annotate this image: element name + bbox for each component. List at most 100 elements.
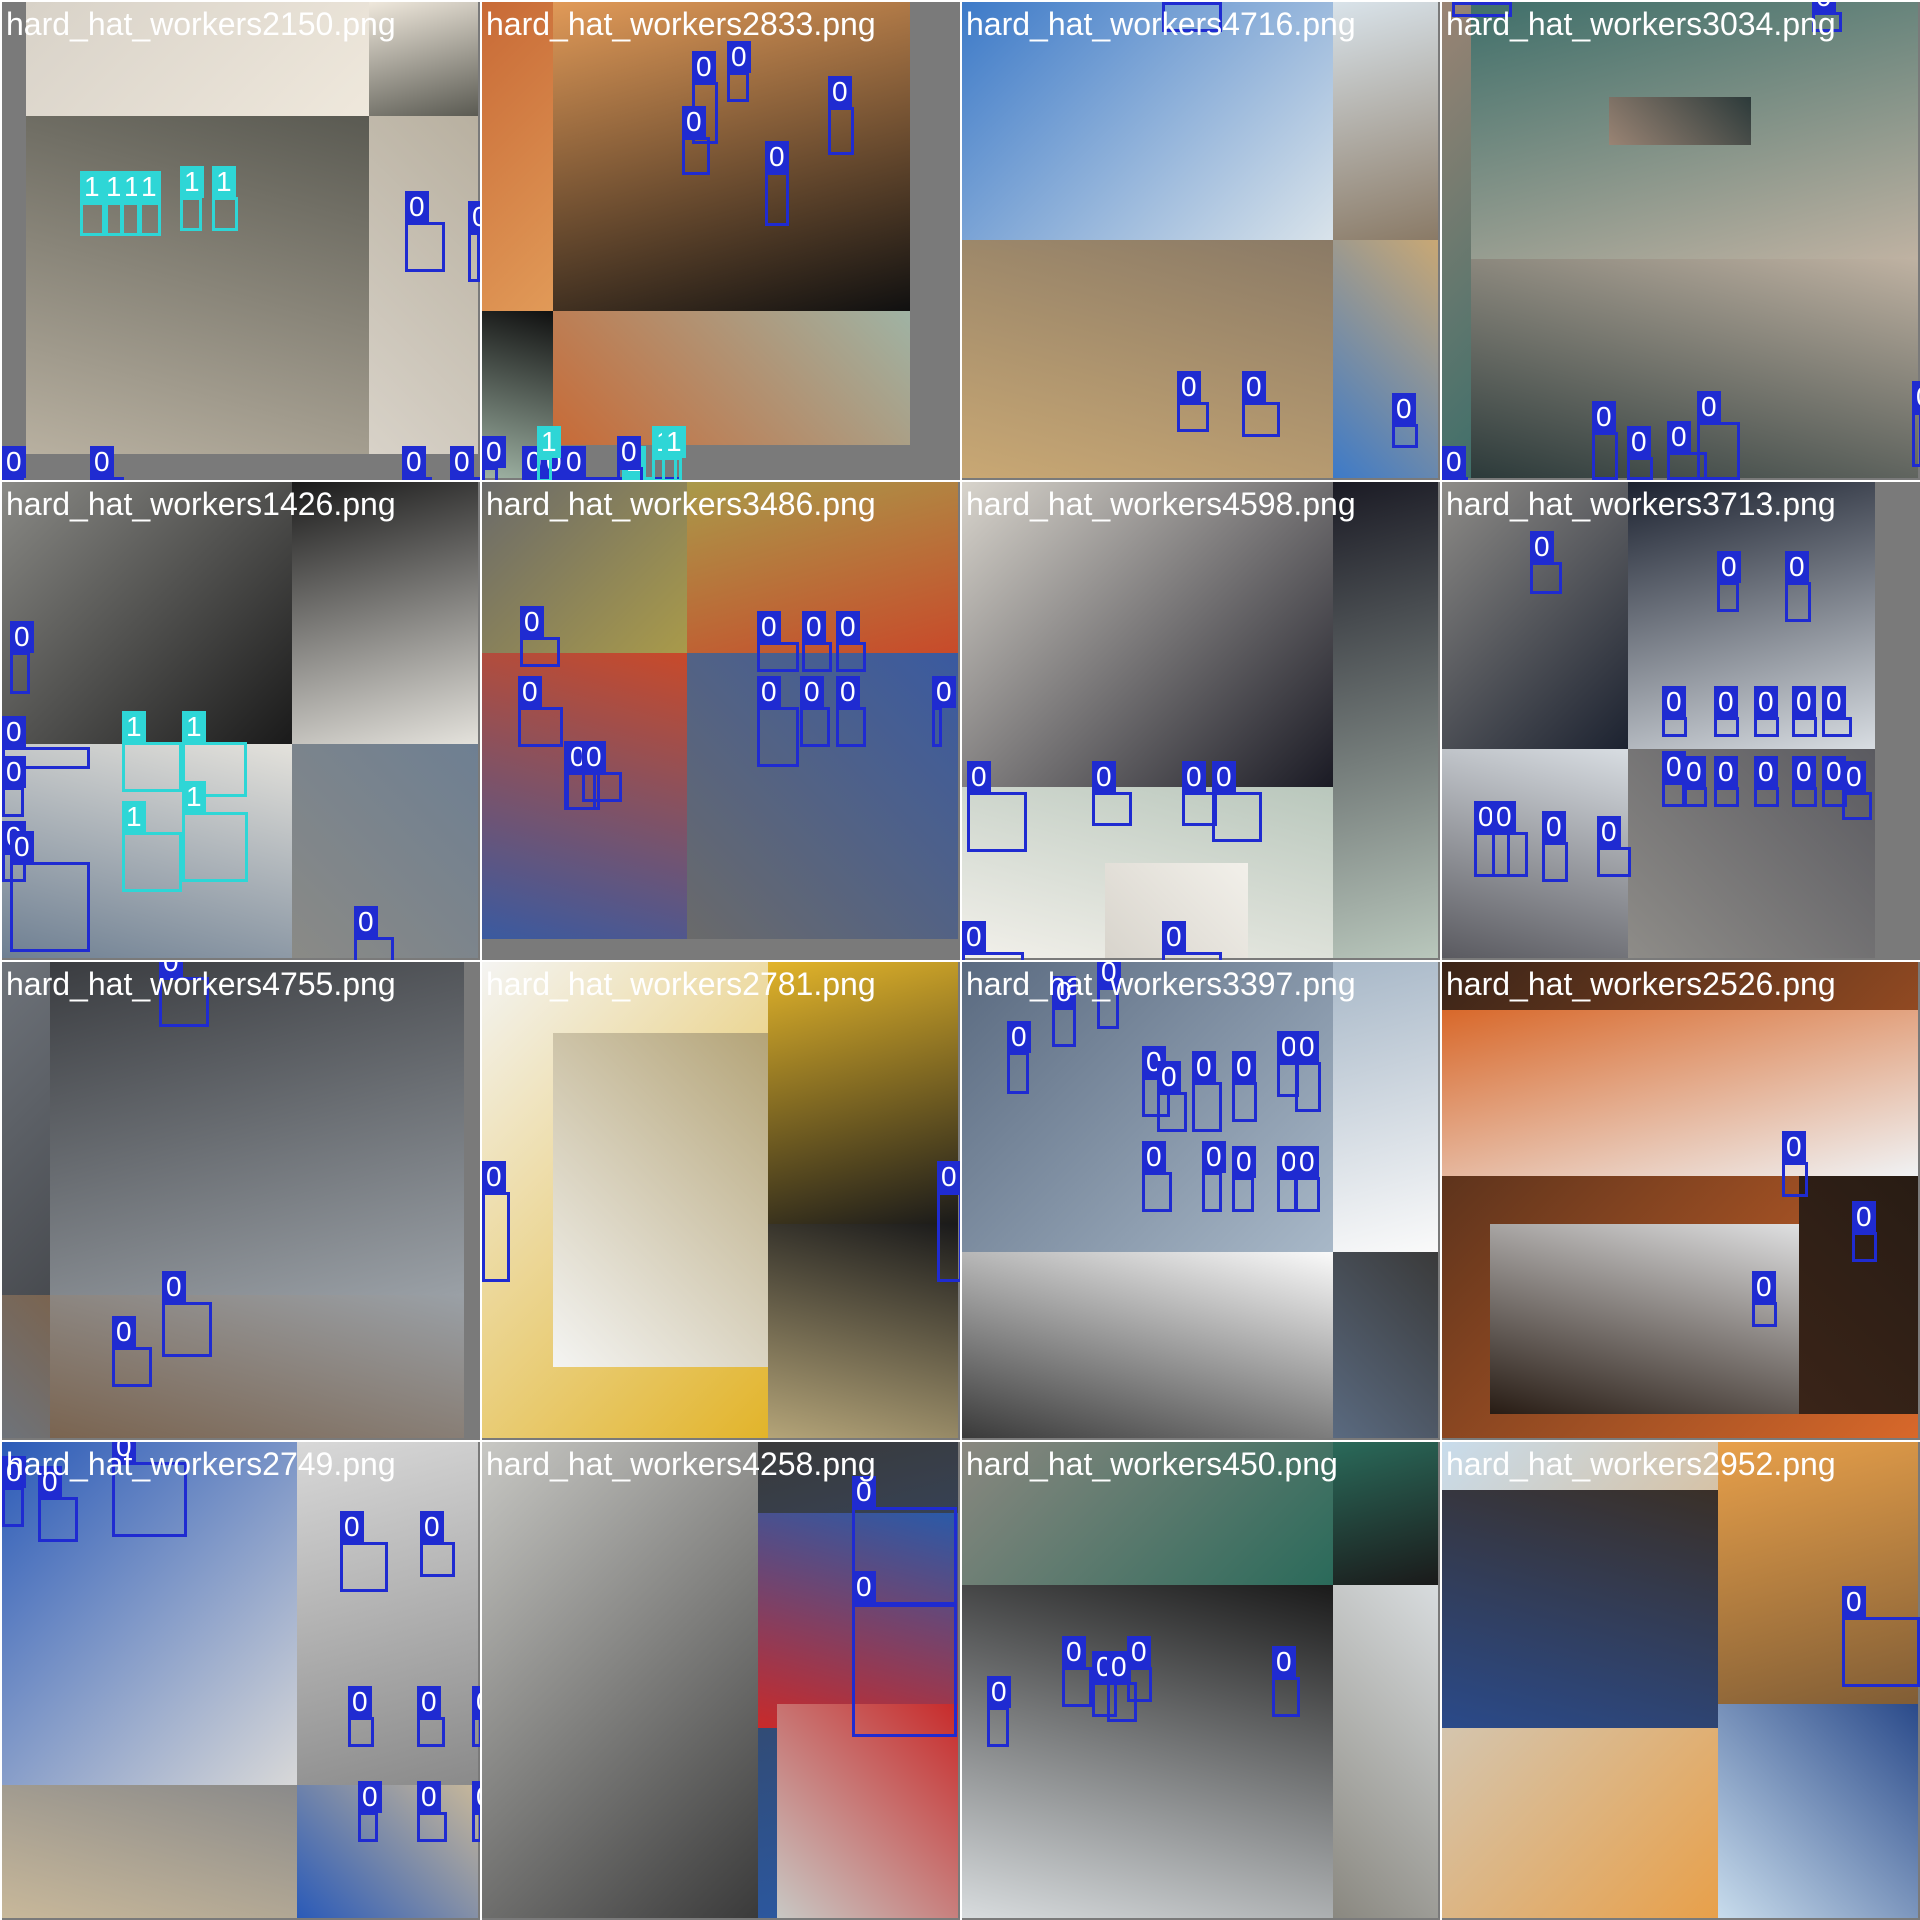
class-label: 0 [358, 1781, 382, 1813]
class-label: 0 [1157, 1061, 1181, 1093]
detection-box: 0 [1754, 686, 1779, 737]
mosaic-tile: 00000000011110000hard_hat_workers2833.pn… [482, 2, 960, 480]
mosaic-tile: 0 hard_hat_workers2952.png [1442, 1442, 1920, 1920]
detection-box: 0 [1822, 686, 1852, 737]
class-label: 0 [582, 741, 606, 773]
class-label: 0 [1754, 756, 1778, 788]
class-label: 1 [137, 171, 161, 203]
detection-box: 0 [159, 962, 209, 1027]
class-label: 0 [1242, 371, 1266, 403]
detection-box: 0 [417, 1781, 447, 1842]
detection-box: 0 [472, 1781, 480, 1842]
class-label: 0 [765, 141, 789, 173]
mosaic-tile: 0 0 0 0 hard_hat_workers4716.png [962, 2, 1440, 480]
class-label: 0 [1752, 1271, 1776, 1303]
detection-box: 0 [836, 611, 866, 672]
detection-box: 0 [405, 191, 445, 272]
detection-box: 0 [520, 606, 560, 667]
detection-box: 0 [1662, 686, 1687, 737]
image-patch [2, 1295, 50, 1438]
detection-box: 0 [1177, 371, 1209, 432]
detection-box: 1 [182, 711, 247, 797]
tile-filename: hard_hat_workers2833.png [486, 6, 876, 42]
detection-box: 0 [1592, 401, 1618, 480]
class-label: 1 [662, 426, 686, 458]
class-label: 0 [402, 446, 426, 478]
class-label: 0 [828, 76, 852, 108]
class-label: 1 [180, 166, 204, 198]
class-label: 0 [472, 1781, 480, 1813]
mosaic-tile: 0000111100hard_hat_workers1426.png [2, 482, 480, 960]
detection-box: 0 [1295, 1031, 1321, 1112]
class-label: 0 [1912, 381, 1920, 413]
detection-box: 0 [1792, 756, 1817, 807]
class-label: 0 [162, 1271, 186, 1303]
class-label: 0 [1785, 551, 1809, 583]
class-label: 0 [757, 676, 781, 708]
image-patch [1442, 1009, 1918, 1177]
class-label: 0 [112, 1442, 136, 1463]
detection-box: 0 [2, 756, 26, 817]
class-label: 0 [836, 676, 860, 708]
class-label: 0 [10, 621, 34, 653]
class-label: 0 [987, 1676, 1011, 1708]
mosaic-tile: 0 0 hard_hat_workers2781.png [482, 962, 960, 1440]
detection-box: 0 [348, 1686, 374, 1747]
class-label: 1 [122, 801, 146, 833]
class-label: 0 [450, 446, 474, 478]
class-label: 0 [692, 51, 716, 83]
detection-box: 0 [1792, 686, 1817, 737]
detection-box: 0 [10, 831, 90, 952]
class-label: 0 [405, 191, 429, 223]
detection-box: 0 [1627, 426, 1653, 480]
detection-box: 1 [80, 171, 108, 236]
class-label: 1 [182, 781, 206, 813]
class-label: 0 [520, 606, 544, 638]
mosaic-tile: 0 0 0 0 0 0 0 0 0 0 0 0 0 0 hard_hat_workers3397.png [962, 962, 1440, 1440]
detection-box: 0 [1667, 421, 1707, 480]
detection-box: 0 [727, 41, 751, 102]
image-patch [962, 962, 1334, 1253]
class-label: 0 [1474, 801, 1498, 833]
class-label: 0 [852, 1571, 876, 1603]
detection-box: 1 [137, 171, 161, 236]
class-label: 0 [2, 756, 26, 788]
class-label: 0 [1592, 401, 1616, 433]
class-label: 0 [1717, 551, 1741, 583]
image-patch [962, 482, 1334, 787]
detection-box: 0 [1277, 1146, 1301, 1212]
detection-box: 1 [662, 426, 686, 480]
detection-box: 0 [1682, 756, 1707, 807]
detection-box: 0 [1662, 751, 1687, 807]
class-label: 0 [562, 446, 586, 478]
class-label: 0 [836, 611, 860, 643]
class-label: 0 [2, 446, 26, 478]
class-label: 0 [38, 1466, 62, 1498]
class-label: 0 [1092, 761, 1116, 793]
class-label: 0 [962, 921, 986, 953]
detection-box: 0 [1127, 1636, 1152, 1702]
detection-box: 0 [162, 1271, 212, 1357]
detection-box: 0 [417, 1686, 445, 1747]
class-label: 0 [1162, 921, 1186, 953]
image-patch [25, 2, 369, 117]
class-label: 0 [348, 1686, 372, 1718]
detection-box: 0 [1452, 2, 1512, 17]
class-label: 0 [852, 1476, 876, 1508]
detection-box: 0 [1192, 1051, 1222, 1132]
detection-box: 0 [518, 676, 563, 747]
detection-box: 0 [2, 1456, 26, 1527]
detection-box: 0 [1162, 921, 1222, 960]
tile-filename: hard_hat_workers4716.png [966, 6, 1356, 42]
class-label: 0 [727, 41, 751, 73]
class-label: 0 [1452, 2, 1476, 3]
detection-box: 0 [90, 446, 124, 480]
tile-filename: hard_hat_workers3486.png [486, 486, 876, 522]
class-label: 0 [1202, 1141, 1226, 1173]
detection-box: 0 [1714, 756, 1739, 807]
class-label: 0 [1062, 1636, 1086, 1668]
class-label: 0 [1627, 426, 1651, 458]
detection-box: 0 [420, 1511, 455, 1577]
class-label: 0 [967, 761, 991, 793]
